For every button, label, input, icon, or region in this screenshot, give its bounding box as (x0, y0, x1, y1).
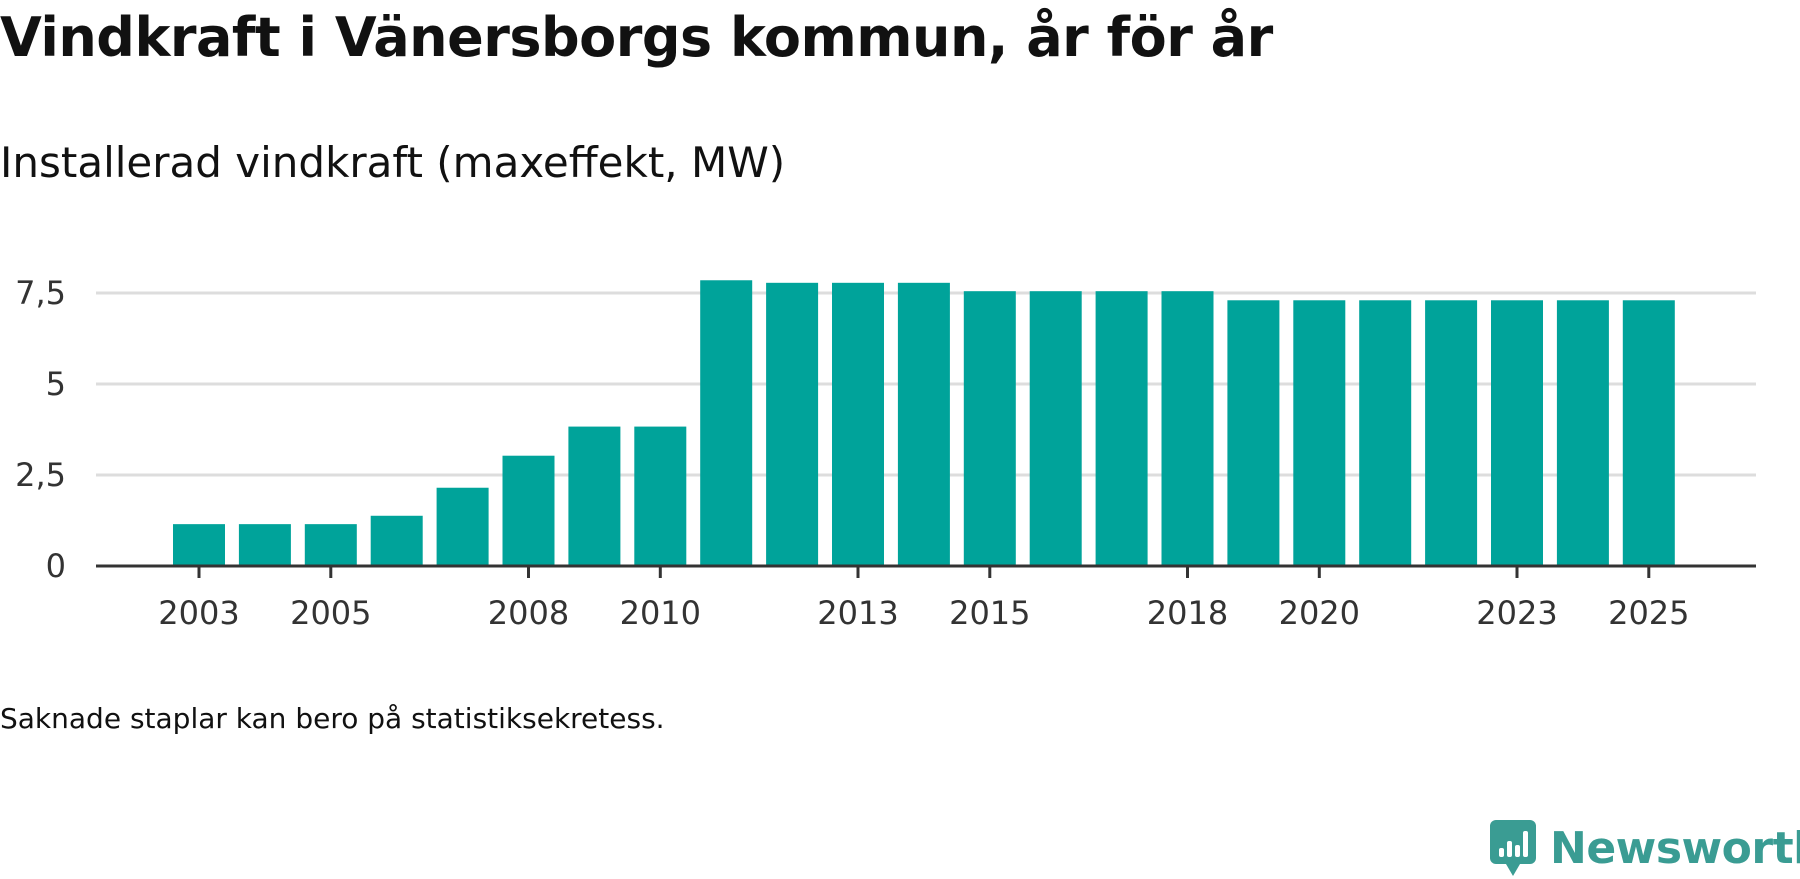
y-axis-ticks: 0 2,5 5 7,5 (15, 274, 66, 585)
y-tick-label: 2,5 (15, 456, 66, 494)
bar-2025[interactable] (1622, 300, 1675, 566)
bar-2009[interactable] (568, 426, 621, 566)
x-tick-label: 2003 (158, 594, 239, 632)
bar-2018[interactable] (1161, 291, 1214, 566)
x-tick-label: 2005 (290, 594, 371, 632)
bar-2016[interactable] (1029, 291, 1082, 566)
bar-2015[interactable] (963, 291, 1016, 566)
brand-name: Newsworthy (1550, 822, 1800, 874)
x-tick-label: 2010 (620, 594, 701, 632)
bar-2014[interactable] (897, 282, 950, 566)
bar-2019[interactable] (1227, 300, 1280, 566)
bar-2004[interactable] (238, 524, 291, 566)
bar-2010[interactable] (634, 426, 687, 566)
x-tick-label: 2015 (949, 594, 1030, 632)
y-tick-label: 5 (46, 365, 66, 403)
bar-2023[interactable] (1491, 300, 1543, 566)
chart-subtitle: Installerad vindkraft (maxeffekt, MW) (0, 138, 786, 187)
x-tick-label: 2020 (1279, 594, 1360, 632)
x-tick-label: 2018 (1147, 594, 1228, 632)
bar-series (173, 280, 1675, 566)
brand-logo[interactable]: Newsworthy (1488, 818, 1800, 878)
bar-chart: 0 2,5 5 7,5 2003 2005 2008 2010 2013 2015 2018 202… (15, 274, 1756, 632)
x-tick-label: 2025 (1608, 594, 1689, 632)
y-tick-label: 7,5 (15, 274, 66, 312)
x-tick-label: 2013 (817, 594, 898, 632)
bar-2024[interactable] (1556, 300, 1609, 566)
bar-2006[interactable] (370, 515, 423, 566)
bar-2013[interactable] (832, 282, 884, 566)
bar-2017[interactable] (1095, 291, 1148, 566)
x-tick-label: 2023 (1476, 594, 1557, 632)
bar-2003[interactable] (173, 524, 225, 566)
newsworthy-logo-icon (1490, 820, 1536, 876)
bar-2008[interactable] (502, 455, 555, 566)
bar-2012[interactable] (766, 282, 819, 566)
bar-2011[interactable] (700, 280, 753, 566)
x-tick-label: 2008 (488, 594, 569, 632)
x-axis-ticks: 2003 2005 2008 2010 2013 2015 2018 2020 2023 2025 (158, 566, 1690, 632)
footnote: Saknade staplar kan bero på statistiksek… (0, 702, 665, 735)
y-tick-label: 0 (46, 547, 66, 585)
bar-2021[interactable] (1359, 300, 1412, 566)
chart-title: Vindkraft i Vänersborgs kommun, år för å… (0, 6, 1273, 69)
bar-2022[interactable] (1425, 300, 1478, 566)
bar-2007[interactable] (436, 487, 489, 566)
bar-2020[interactable] (1293, 300, 1346, 566)
bar-2005[interactable] (304, 524, 357, 566)
